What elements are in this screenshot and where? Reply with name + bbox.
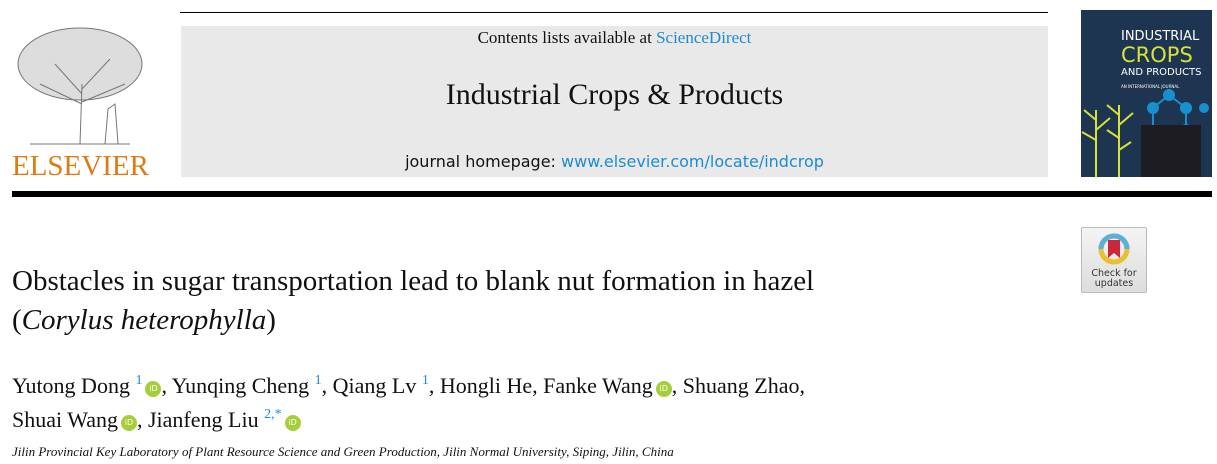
author[interactable]: Shuai Wang iD [12,407,137,432]
affiliation-marker[interactable]: 1 [421,373,429,388]
elsevier-wordmark[interactable]: ELSEVIER [12,150,149,182]
author-name[interactable]: Shuang Zhao [682,373,800,398]
sciencedirect-link[interactable]: ScienceDirect [656,28,752,47]
cover-illustration [1081,89,1209,177]
orcid-icon[interactable]: iD [145,381,162,397]
author-name[interactable]: Fanke Wang [543,373,653,398]
check-updates-line1: Check for [1091,268,1137,279]
author[interactable]: Jianfeng Liu 2,*iD [148,407,301,432]
author[interactable]: Yunqing Cheng 1 [172,373,322,398]
homepage-line: journal homepage: www.elsevier.com/locat… [405,152,824,171]
header-rule [12,191,1212,197]
author-name[interactable]: Hongli He [439,373,533,398]
affiliation-marker[interactable]: 2,* [264,407,282,422]
author-name[interactable]: Qiang Lv [332,373,417,398]
affiliation: Jilin Provincial Key Laboratory of Plant… [12,444,674,459]
elsevier-tree-logo [10,24,150,180]
top-rule [180,12,1048,13]
author-name[interactable]: Yutong Dong [12,373,130,398]
homepage-link[interactable]: www.elsevier.com/locate/indcrop [561,152,824,171]
author-list: Yutong Dong 1iD, Yunqing Cheng 1, Qiang … [12,373,805,432]
journal-cover[interactable]: INDUSTRIAL CROPS AND PRODUCTS AN INTERNA… [1081,10,1212,177]
check-for-updates-button[interactable]: Check for updates [1081,227,1147,293]
author[interactable]: Fanke Wang iD [543,373,672,398]
author-name[interactable]: Shuai Wang [12,407,118,432]
journal-header-box: Contents lists available at ScienceDirec… [181,26,1048,177]
affiliation-marker[interactable]: 1 [314,373,322,388]
author-name[interactable]: Yunqing Cheng [171,373,310,398]
affiliation-marker[interactable]: 1 [135,373,143,388]
contents-line: Contents lists available at ScienceDirec… [477,28,752,47]
author[interactable]: Qiang Lv 1 [333,373,429,398]
author[interactable]: Yutong Dong 1iD [12,373,162,398]
orcid-icon[interactable]: iD [284,415,301,431]
orcid-icon[interactable]: iD [120,415,137,431]
cover-title-4: AN INTERNATIONAL JOURNAL [1121,84,1180,89]
orcid-icon[interactable]: iD [655,381,672,397]
cover-title-2: CROPS [1121,43,1193,67]
cover-title-3: AND PRODUCTS [1121,67,1202,78]
article-title: Obstacles in sugar transportation lead t… [12,265,815,336]
author[interactable]: Shuang Zhao [683,373,800,398]
author-name[interactable]: Jianfeng Liu [147,407,259,432]
species-name: Corylus heterophylla [21,304,267,336]
cover-title-1: INDUSTRIAL [1121,29,1200,44]
journal-title: Industrial Crops & Products [445,78,784,111]
bookmark-icon [1098,233,1130,265]
check-updates-line2: updates [1094,278,1134,289]
author[interactable]: Hongli He [440,373,532,398]
